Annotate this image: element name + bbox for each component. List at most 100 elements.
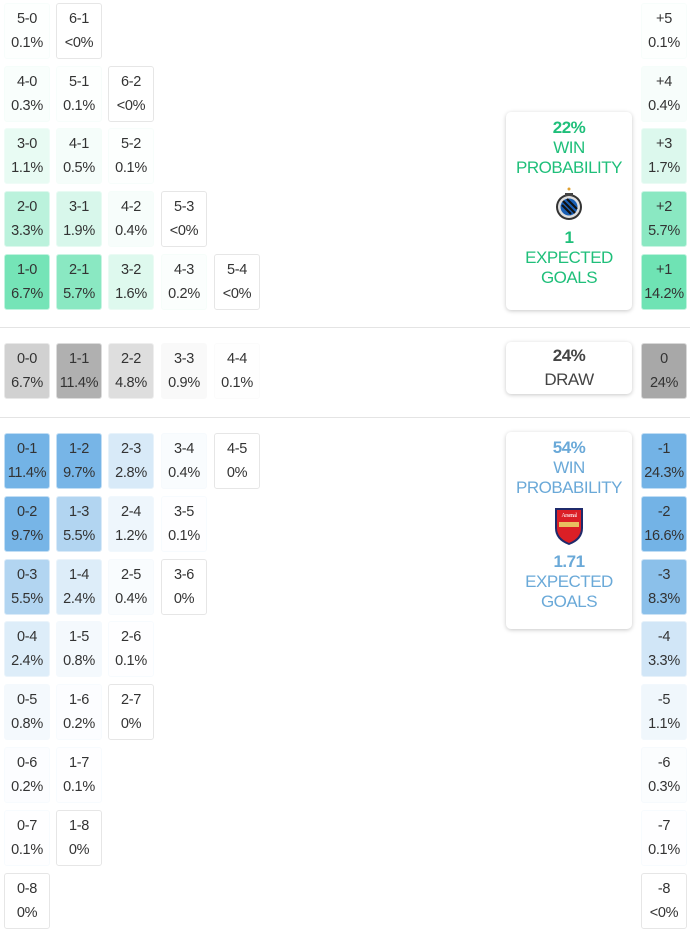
xg-label: GOALS xyxy=(540,592,598,611)
away-margin-cell: -6 0.3% xyxy=(641,747,687,803)
probability-label: 0.1% xyxy=(168,527,200,544)
home-margin-cell: +1 14.2% xyxy=(641,253,687,310)
score-label: 5-4 xyxy=(226,261,248,278)
probability-label: 0.4% xyxy=(168,465,200,481)
away-score-cell: 1-2 9.7% xyxy=(56,433,102,489)
score-label: 2-2 xyxy=(120,351,142,367)
score-label: 0-1 xyxy=(16,441,38,457)
probability-label: 4.8% xyxy=(115,375,147,391)
home-margin-cell: +5 0.1% xyxy=(641,3,687,59)
away-score-cell: 2-4 1.2% xyxy=(108,495,154,552)
probability-label: 0.1% xyxy=(648,35,680,51)
away-score-cell: 0-2 9.7% xyxy=(4,495,50,552)
probability-label: 16.6% xyxy=(644,527,684,544)
probability-label: <0% xyxy=(116,97,146,114)
away-margin-cell: -1 24.3% xyxy=(641,433,687,489)
probability-label: 1.2% xyxy=(115,527,147,544)
home-score-cell: 5-2 0.1% xyxy=(108,128,154,185)
away-score-cell: 0-8 0% xyxy=(4,872,50,929)
probability-label: 5.5% xyxy=(11,590,43,607)
probability-label: 0.4% xyxy=(648,97,680,114)
away-score-cell: 0-6 0.2% xyxy=(4,747,50,803)
away-win-pct: 54% xyxy=(552,438,586,457)
score-label: 0-3 xyxy=(16,566,38,583)
score-label: -7 xyxy=(657,817,671,834)
score-label: +3 xyxy=(656,136,672,153)
score-label: -1 xyxy=(657,441,671,457)
score-label: 4-3 xyxy=(173,261,195,278)
score-label: 1-6 xyxy=(68,692,90,709)
score-label: 0-7 xyxy=(16,817,38,834)
away-score-cell: 1-4 2.4% xyxy=(56,558,102,615)
away-score-cell: 2-3 2.8% xyxy=(108,433,154,489)
probability-label: 6.7% xyxy=(11,285,43,302)
probability-label: 0.5% xyxy=(63,160,95,177)
win-label: WIN xyxy=(553,138,585,157)
score-label: 0 xyxy=(660,351,668,367)
home-score-cell: 3-0 1.1% xyxy=(4,128,50,185)
probability-label: 0% xyxy=(68,841,90,858)
score-label: -4 xyxy=(657,629,671,646)
score-label: 3-2 xyxy=(120,261,142,278)
probability-label: 1.1% xyxy=(11,160,43,177)
probability-label: 0.1% xyxy=(221,375,253,391)
probability-label: 5.7% xyxy=(648,223,680,240)
probability-label: 0.4% xyxy=(115,223,147,240)
home-score-cell: 4-0 0.3% xyxy=(4,65,50,122)
probability-label: 0.8% xyxy=(63,653,95,670)
score-label: 1-5 xyxy=(68,629,90,646)
probability-label: 0% xyxy=(226,465,248,481)
score-label: 2-5 xyxy=(120,566,142,583)
probability-label: 24% xyxy=(649,375,679,391)
probability-label: 3.3% xyxy=(648,653,680,670)
probability-label: 0.1% xyxy=(115,653,147,670)
away-margin-cell: -3 8.3% xyxy=(641,558,687,615)
probability-label: 0.2% xyxy=(63,716,95,733)
score-label: 4-5 xyxy=(226,441,248,457)
home-score-cell: 5-4 <0% xyxy=(214,253,260,310)
probability-label: 0% xyxy=(173,590,195,607)
score-label: 2-6 xyxy=(120,629,142,646)
away-score-cell: 3-5 0.1% xyxy=(161,495,207,552)
away-xg: 1.71 xyxy=(553,552,585,571)
xg-label: EXPECTED xyxy=(525,248,613,267)
score-label: 5-0 xyxy=(16,11,38,27)
probability-label: 0.1% xyxy=(115,160,147,177)
home-win-pct: 22% xyxy=(552,118,586,137)
probability-label: <0% xyxy=(169,223,199,240)
win-label: PROBABILITY xyxy=(516,478,622,497)
score-label: 3-4 xyxy=(173,441,195,457)
score-label: 6-1 xyxy=(68,11,90,27)
score-label: 6-2 xyxy=(120,73,142,90)
away-win-card: 54% WIN PROBABILITY Arsenal 1.71 EXPECTE… xyxy=(506,432,632,629)
score-label: 1-3 xyxy=(68,503,90,520)
arsenal-crest-text: Arsenal xyxy=(561,513,577,519)
away-margin-cell: -4 3.3% xyxy=(641,621,687,678)
away-score-cell: 1-7 0.1% xyxy=(56,747,102,803)
win-label: WIN xyxy=(553,458,585,477)
score-label: 3-6 xyxy=(173,566,195,583)
probability-label: 1.9% xyxy=(63,223,95,240)
divider xyxy=(0,417,690,418)
win-label: PROBABILITY xyxy=(516,158,622,177)
home-score-cell: 5-0 0.1% xyxy=(4,3,50,59)
away-margin-cell: -8 <0% xyxy=(641,872,687,929)
probability-label: <0% xyxy=(64,35,94,51)
home-margin-cell: +2 5.7% xyxy=(641,191,687,248)
xg-label: EXPECTED xyxy=(525,572,613,591)
score-label: 2-1 xyxy=(68,261,90,278)
away-score-cell: 0-3 5.5% xyxy=(4,558,50,615)
score-label: -8 xyxy=(657,880,671,897)
score-label: 1-4 xyxy=(68,566,90,583)
score-label: 2-7 xyxy=(120,692,142,709)
probability-label: 0.2% xyxy=(11,779,43,795)
away-score-cell: 1-5 0.8% xyxy=(56,621,102,678)
probability-label: 5.5% xyxy=(63,527,95,544)
away-score-cell: 3-4 0.4% xyxy=(161,433,207,489)
away-score-cell: 0-1 11.4% xyxy=(4,433,50,489)
probability-label: 24.3% xyxy=(644,465,684,481)
score-label: 4-4 xyxy=(226,351,248,367)
probability-label: 9.7% xyxy=(63,465,95,481)
away-score-cell: 0-5 0.8% xyxy=(4,684,50,741)
away-score-cell: 2-7 0% xyxy=(108,684,154,741)
